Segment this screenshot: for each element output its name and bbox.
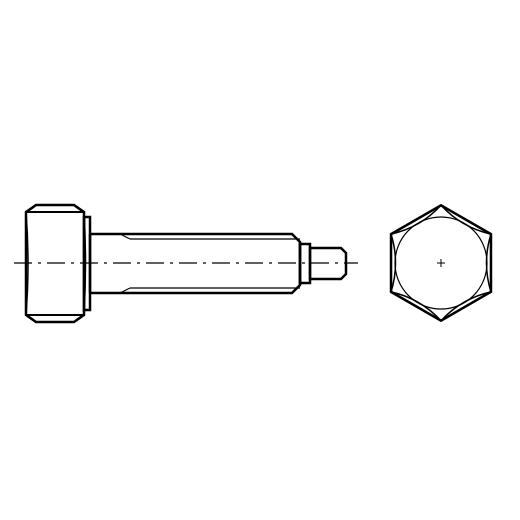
- head-chamfer-arc: [26, 315, 36, 322]
- head-chamfer-arc: [74, 205, 84, 212]
- bolt-technical-drawing: [0, 0, 520, 520]
- head-chamfer-arc: [74, 315, 84, 322]
- head-chamfer-arc: [26, 205, 36, 212]
